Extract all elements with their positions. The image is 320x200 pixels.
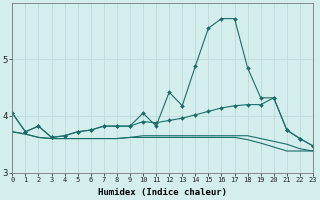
X-axis label: Humidex (Indice chaleur): Humidex (Indice chaleur) [98,188,227,197]
